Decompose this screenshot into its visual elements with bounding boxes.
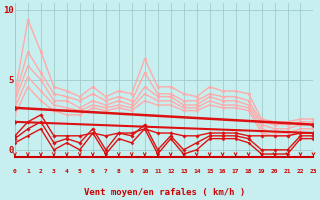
X-axis label: Vent moyen/en rafales ( km/h ): Vent moyen/en rafales ( km/h ) — [84, 188, 245, 197]
